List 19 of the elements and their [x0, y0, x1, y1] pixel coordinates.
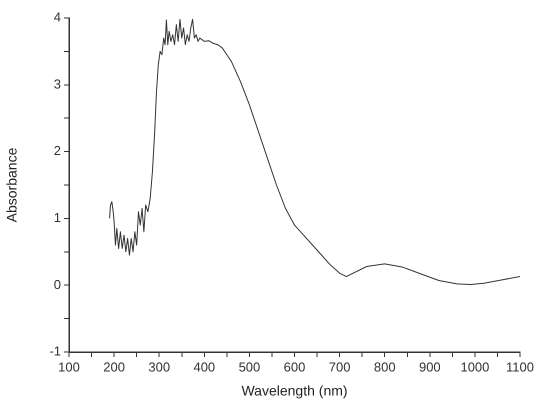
- x-axis-title: Wavelength (nm): [241, 382, 348, 398]
- x-tick-label: 400: [193, 359, 216, 374]
- y-axis-title: Absorbance: [3, 147, 20, 222]
- x-tick-label: 500: [238, 359, 260, 374]
- y-tick-label: 0: [54, 276, 61, 292]
- x-tick-label: 100: [58, 359, 80, 374]
- x-tick-label: 200: [103, 359, 125, 374]
- y-tick-label: 2: [54, 143, 61, 158]
- y-tick-label: 3: [54, 76, 61, 92]
- x-tick-label: 700: [328, 359, 350, 374]
- x-tick-label: 800: [374, 359, 396, 374]
- x-tick-label: 1000: [460, 359, 490, 374]
- x-tick-label: 300: [148, 359, 170, 374]
- x-tick-label: 900: [418, 359, 441, 374]
- x-tick-label: 600: [284, 359, 306, 374]
- y-tick-label: 4: [54, 10, 61, 25]
- y-tick-label: 1: [54, 210, 61, 225]
- y-tick-label: -1: [49, 344, 61, 359]
- x-tick-label: 1100: [506, 359, 534, 374]
